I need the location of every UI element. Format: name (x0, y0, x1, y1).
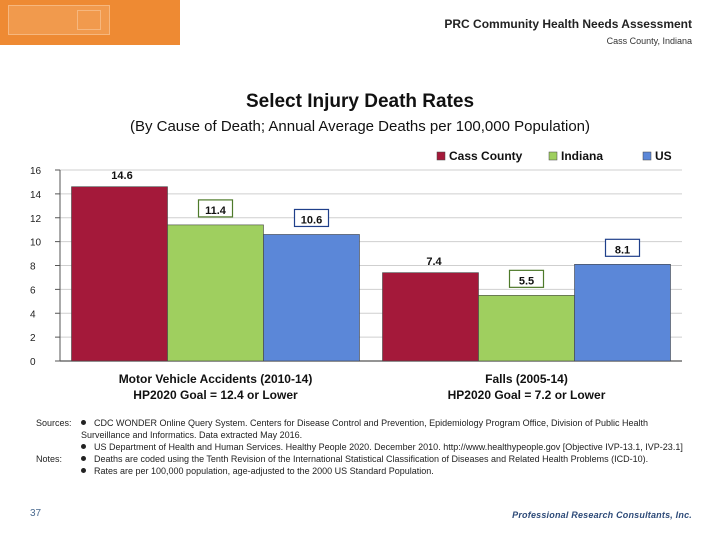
category-label: Motor Vehicle Accidents (2010-14) (119, 372, 313, 386)
y-tick-label: 10 (30, 238, 42, 249)
bar (382, 272, 479, 362)
y-tick-label: 2 (30, 333, 36, 344)
data-label: 11.4 (205, 205, 227, 217)
bullet-icon (81, 456, 86, 461)
chart-title: Select Injury Death Rates (245, 91, 475, 112)
data-label-box (197, 199, 234, 218)
note-item: Rates are per 100,000 population, age-ad… (81, 465, 686, 477)
company-logo: Professional Research Consultants, Inc. (512, 510, 692, 520)
bar (167, 224, 264, 362)
y-tick-label: 14 (30, 190, 42, 201)
notes-section: Sources: CDC WONDER Online Query System.… (36, 417, 686, 477)
data-label-box (293, 208, 330, 228)
notes-label: Notes: (36, 454, 63, 464)
y-tick-label: 0 (30, 357, 36, 368)
category-label: Falls (2005-14) (485, 372, 568, 386)
source-item: CDC WONDER Online Query System. Centers … (81, 418, 649, 440)
bullet-icon (81, 468, 86, 473)
data-label: 5.5 (519, 275, 534, 287)
y-tick-label: 12 (30, 214, 42, 225)
bar-chart: 0 2 4 6 8 10 12 14 16 14.6 11.4 10.6 Motor Vehicle A… (30, 149, 682, 402)
legend-swatch (548, 151, 558, 161)
chart-subtitle: (By Cause of Death; Annual Average Death… (129, 118, 591, 135)
category-label: HP2020 Goal = 12.4 or Lower (133, 388, 298, 402)
bar (263, 234, 360, 362)
legend-label: US (655, 149, 672, 163)
bullet-icon (81, 420, 86, 425)
bar (574, 264, 671, 362)
notes-block: Notes: Deaths are coded using the Tenth … (36, 453, 686, 477)
sources-block: Sources: CDC WONDER Online Query System.… (36, 417, 686, 453)
bar (478, 295, 575, 362)
report-title: PRC Community Health Needs Assessment (444, 17, 692, 31)
category-label: HP2020 Goal = 7.2 or Lower (448, 388, 606, 402)
y-tick-label: 6 (30, 285, 36, 296)
page-number: 37 (30, 508, 42, 519)
source-item: US Department of Health and Human Servic… (81, 441, 686, 453)
data-label-box (508, 269, 545, 288)
y-tick-label: 8 (30, 262, 36, 273)
logo-graphic (8, 5, 110, 35)
legend-label: Cass County (449, 149, 523, 163)
bar (71, 186, 168, 362)
data-label-box (604, 238, 641, 257)
bullet-icon (81, 444, 86, 449)
data-label: 8.1 (615, 244, 630, 256)
report-subtitle: Cass County, Indiana (606, 36, 692, 46)
legend-swatch (642, 151, 652, 161)
legend-swatch (436, 151, 446, 161)
note-item: Deaths are coded using the Tenth Revisio… (81, 453, 686, 465)
data-label: 7.4 (426, 256, 442, 268)
y-tick-label: 16 (30, 166, 42, 177)
brand-logo-block (0, 0, 180, 45)
data-label: 14.6 (111, 170, 132, 182)
sources-label: Sources: (36, 418, 72, 428)
y-tick-label: 4 (30, 309, 36, 320)
data-label: 10.6 (301, 214, 322, 226)
legend-label: Indiana (561, 149, 603, 163)
